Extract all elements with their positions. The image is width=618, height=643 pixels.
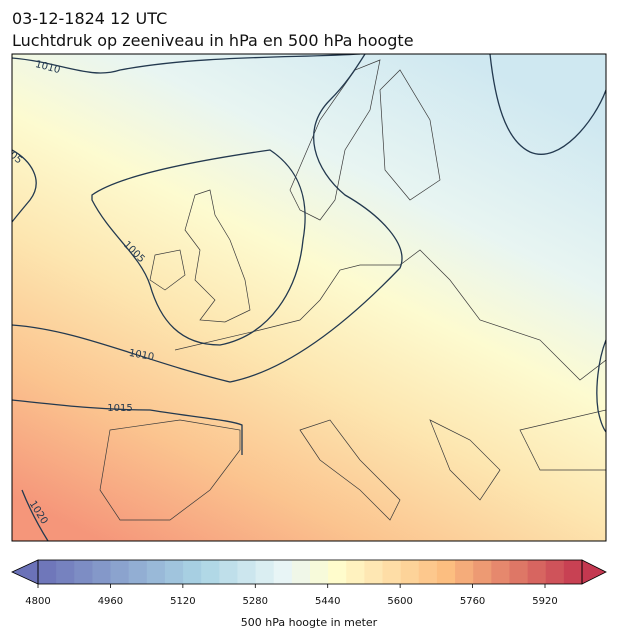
colorbar-label: 500 hPa hoogte in meter [241, 616, 378, 629]
colorbar-box [436, 560, 456, 584]
colorbar-box [237, 560, 257, 584]
colorbar-box [346, 560, 365, 584]
colorbar-tick-label: 5920 [532, 596, 557, 607]
colorbar-tick-label: 5440 [315, 596, 340, 607]
colorbar-box [491, 560, 510, 584]
colorbar-box [56, 560, 75, 584]
colorbar-box [146, 560, 166, 584]
colorbar-tick-label: 4960 [98, 596, 123, 607]
title-line: Luchtdruk op zeeniveau in hPa en 500 hPa… [12, 31, 414, 50]
colorbar-frame [37, 559, 583, 585]
colorbar-extend-low [11, 559, 39, 585]
colorbar-box [291, 560, 311, 584]
colorbar-extend-high [581, 559, 607, 585]
colorbar-tick-label: 5760 [460, 596, 485, 607]
colorbar-tick-label: 5280 [243, 596, 268, 607]
colorbar-box [38, 560, 57, 584]
colorbar-box [183, 560, 202, 584]
colorbar-box [92, 560, 112, 584]
colorbar-box [473, 560, 492, 584]
map-frame [11, 53, 607, 542]
colorbar-box [418, 560, 438, 584]
colorbar-box [527, 560, 547, 584]
colorbar-box [545, 560, 565, 584]
colorbar-tick-label: 4800 [25, 596, 50, 607]
height-field [12, 54, 606, 541]
colorbar-box [273, 560, 293, 584]
isobar-label: 1015 [107, 403, 132, 414]
isobar-label: 1010 [128, 348, 155, 363]
coastlines [99, 59, 606, 521]
colorbar-box [201, 560, 220, 584]
colorbar-box [509, 560, 529, 584]
colorbar-box [310, 560, 329, 584]
colorbar-box [255, 560, 275, 584]
colorbar-box [563, 560, 583, 584]
colorbar-box [219, 560, 238, 584]
colorbar-box [110, 560, 130, 584]
colorbar: 4800 4960 5120 5280 5440 5600 5760 5920 [11, 559, 607, 607]
colorbar-box [328, 560, 347, 584]
colorbar-box [455, 560, 474, 584]
colorbar-box [164, 560, 184, 584]
isobars [12, 54, 606, 541]
colorbar-box [400, 560, 420, 584]
colorbar-box [364, 560, 384, 584]
colorbar-box [128, 560, 148, 584]
title-line: 03-12-1824 12 UTC [12, 9, 167, 28]
colorbar-box [382, 560, 402, 584]
map: 1010 05 1005 1010 1015 1020 [12, 54, 606, 541]
colorbar-tick-label: 5120 [170, 596, 195, 607]
colorbar-box [74, 560, 93, 584]
colorbar-tick-label: 5600 [387, 596, 412, 607]
